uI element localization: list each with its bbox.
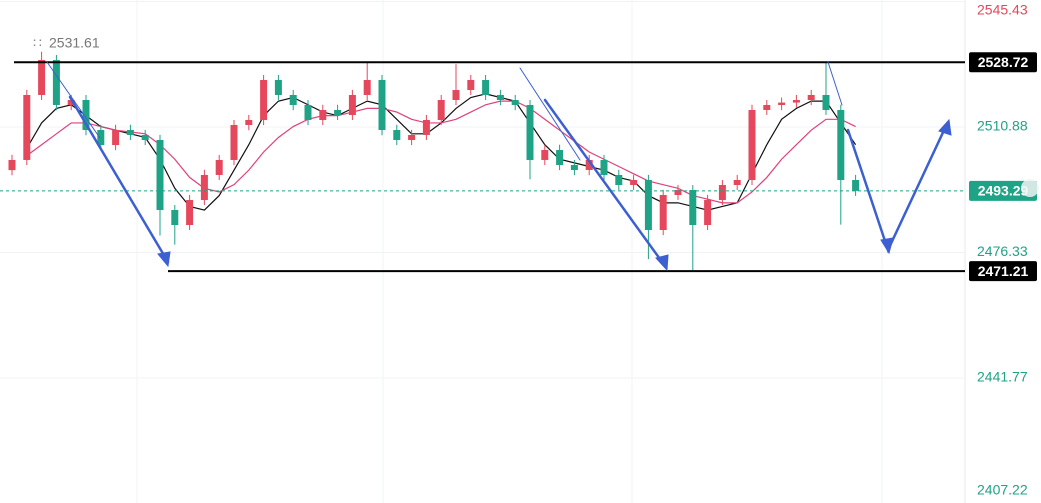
candle-body bbox=[837, 109, 845, 180]
candle-body bbox=[644, 179, 652, 231]
candle-body bbox=[541, 149, 549, 160]
candle-body bbox=[82, 100, 90, 131]
candle-body bbox=[511, 100, 519, 105]
candle-body bbox=[422, 119, 430, 135]
candle-body bbox=[67, 100, 75, 105]
candle-body bbox=[467, 79, 475, 91]
y-tick-label: 2476.33 bbox=[977, 243, 1028, 259]
trend-line bbox=[519, 67, 581, 161]
candle-body bbox=[289, 94, 297, 105]
arrow bbox=[543, 98, 667, 268]
candle-body bbox=[600, 159, 608, 175]
candle-body bbox=[8, 159, 16, 171]
arrowhead bbox=[938, 118, 952, 136]
candle-body bbox=[763, 104, 771, 110]
plot: ∷ 2531.61 bbox=[0, 0, 965, 379]
candle-body bbox=[260, 79, 268, 120]
level-label-box bbox=[969, 261, 1037, 282]
candle-body bbox=[171, 209, 179, 226]
arrow bbox=[68, 95, 170, 264]
candle-body bbox=[215, 159, 223, 175]
price-axis: 2545.43 2510.88 2476.33 2441.77 2407.22 2528.… bbox=[969, 2, 1037, 498]
candle-body bbox=[156, 139, 164, 210]
candle-body bbox=[615, 174, 623, 186]
candle-body bbox=[363, 79, 371, 95]
y-tick-label: 2441.77 bbox=[977, 369, 1028, 385]
candle-body bbox=[526, 104, 534, 160]
arrowhead bbox=[655, 254, 669, 272]
candle-body bbox=[38, 60, 46, 95]
candle-body bbox=[704, 200, 712, 226]
candle-body bbox=[556, 149, 564, 165]
candle-body bbox=[52, 60, 60, 105]
candle-body bbox=[452, 90, 460, 101]
candle-body bbox=[674, 190, 682, 195]
candle-body bbox=[792, 100, 800, 103]
y-tick-label: 2545.43 bbox=[977, 2, 1028, 18]
candle-body bbox=[23, 94, 31, 160]
candle-body bbox=[852, 179, 860, 191]
high-label: 2531.61 bbox=[49, 34, 100, 50]
candle-body bbox=[437, 100, 445, 120]
candle-body bbox=[186, 200, 194, 226]
axis-icon bbox=[1021, 179, 1039, 197]
candle-body bbox=[245, 119, 253, 125]
candle-body bbox=[230, 124, 238, 160]
candle-body bbox=[482, 79, 490, 95]
level-label: 2528.72 bbox=[978, 54, 1029, 70]
y-tick-label: 2510.88 bbox=[977, 118, 1028, 134]
candle-body bbox=[748, 109, 756, 180]
candle-body bbox=[718, 185, 726, 201]
candle-body bbox=[659, 194, 667, 231]
arrowhead bbox=[880, 237, 894, 255]
current-price-box bbox=[969, 180, 1037, 201]
candle-body bbox=[585, 159, 593, 171]
candle-body bbox=[274, 79, 282, 95]
candle-body bbox=[778, 102, 786, 105]
candle-body bbox=[334, 109, 342, 116]
arrowhead bbox=[157, 251, 171, 268]
candle-body bbox=[822, 94, 830, 110]
candle-body bbox=[348, 94, 356, 116]
candle-body bbox=[496, 94, 504, 101]
candle-body bbox=[304, 104, 312, 120]
candle-body bbox=[689, 190, 697, 226]
candle-body bbox=[112, 130, 120, 146]
candle-body bbox=[807, 94, 815, 101]
candle-body bbox=[630, 179, 638, 186]
candle-body bbox=[393, 130, 401, 140]
candle-body bbox=[319, 109, 327, 120]
candle-body bbox=[733, 179, 741, 186]
candle-body bbox=[126, 130, 134, 135]
y-tick-label: 2407.22 bbox=[977, 482, 1028, 498]
candle-body bbox=[408, 134, 416, 140]
current-price-label: 2493.29 bbox=[978, 183, 1029, 199]
arrow bbox=[846, 124, 948, 254]
candle-body bbox=[570, 164, 578, 171]
trend-line bbox=[827, 61, 843, 106]
candle-body bbox=[97, 130, 105, 146]
vertical-grid bbox=[136, 0, 883, 503]
trend-line bbox=[46, 61, 101, 139]
candle-body bbox=[141, 134, 149, 140]
high-marker: ∷ bbox=[33, 34, 42, 50]
candle-body bbox=[378, 79, 386, 131]
drawings bbox=[46, 61, 952, 272]
candle-body bbox=[200, 174, 208, 201]
level-label: 2471.21 bbox=[978, 263, 1029, 279]
level-label-box bbox=[969, 52, 1037, 73]
